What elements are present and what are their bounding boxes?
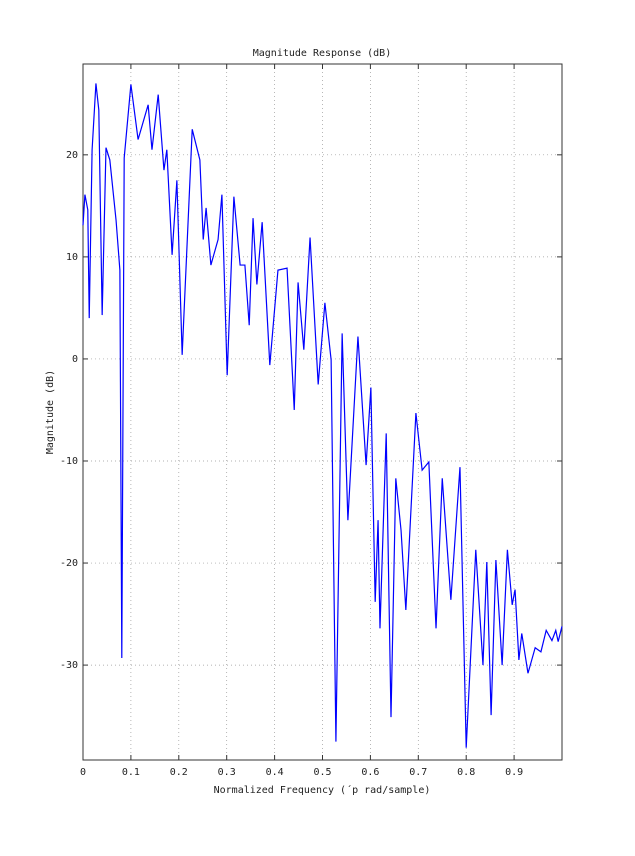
line-series — [82, 83, 563, 748]
x-tick-label: 0.4 — [266, 767, 284, 778]
x-tick-label: 0.1 — [122, 767, 140, 778]
x-tick-label: 0.5 — [313, 767, 331, 778]
chart-title: Magnitude Response (dB) — [253, 48, 391, 59]
y-tick-label: 20 — [66, 150, 78, 161]
x-axis-label: Normalized Frequency (´p rad/sample) — [214, 784, 431, 796]
x-tick-label: 0.8 — [457, 767, 475, 778]
x-tick-label: 0.6 — [361, 767, 379, 778]
y-axis-label: Magnitude (dB) — [45, 370, 56, 454]
x-tick-label: 0.9 — [505, 767, 523, 778]
plot-frame — [82, 63, 563, 761]
x-tick-label: 0.7 — [409, 767, 427, 778]
y-tick-label: -10 — [60, 456, 78, 467]
y-tick-label: -20 — [60, 558, 78, 569]
y-tick-label: 0 — [72, 354, 78, 365]
y-tick-label: -30 — [60, 660, 78, 671]
x-tick-label: 0 — [80, 767, 86, 778]
x-tick-label: 0.2 — [170, 767, 188, 778]
y-tick-label: 10 — [66, 252, 78, 263]
x-tick-label: 0.3 — [218, 767, 236, 778]
